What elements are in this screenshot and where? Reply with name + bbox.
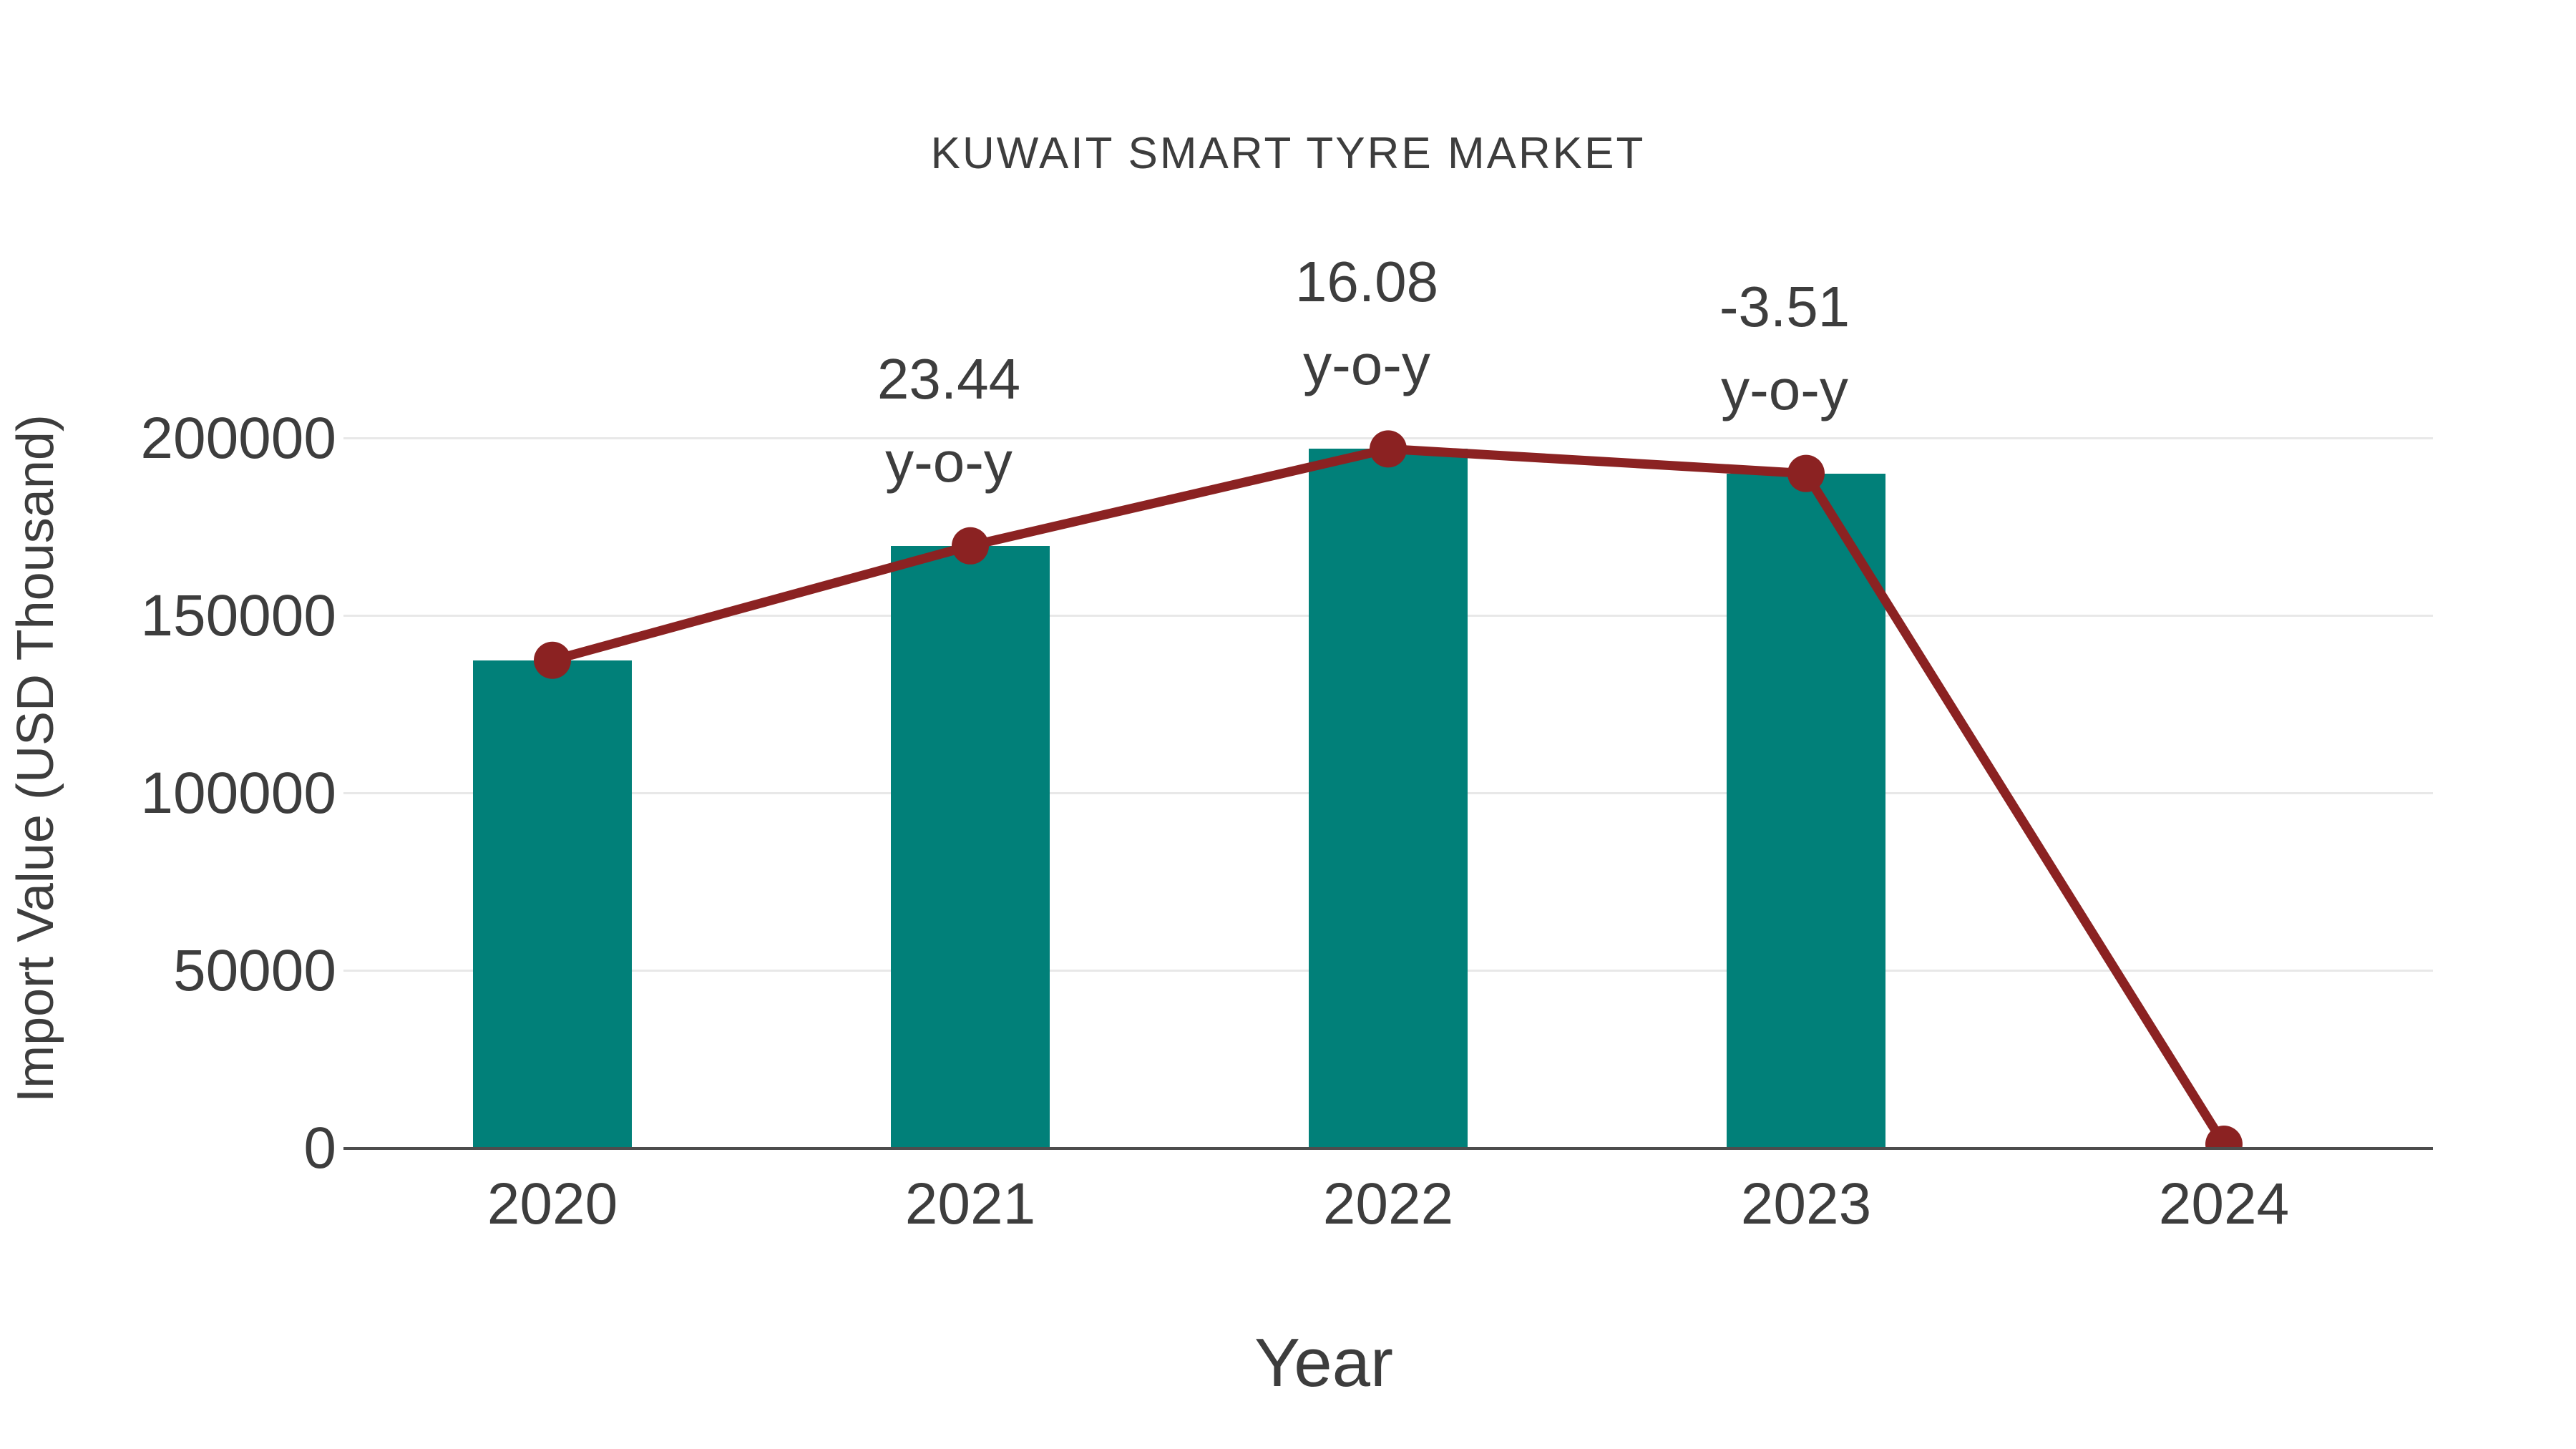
trend-line (547, 444, 2229, 1148)
data-point-2023 (1787, 454, 1825, 492)
data-point-2021 (952, 527, 989, 565)
bar-2020 (473, 660, 632, 1148)
annotation-value: -3.51 (1719, 274, 1850, 338)
data-point-2020 (534, 641, 571, 679)
y-tick-label-150000: 150000 (140, 582, 336, 648)
annotation-unit: y-o-y (1721, 357, 1848, 421)
bar-2023 (1727, 473, 1885, 1148)
y-tick-label-0: 0 (303, 1116, 336, 1181)
x-tick-label-2022: 2022 (1322, 1171, 1454, 1236)
x-tick-label-2024: 2024 (2158, 1171, 2290, 1236)
chart-title: KUWAIT SMART TYRE MARKET (930, 129, 1646, 178)
plot-area (343, 215, 2433, 1148)
x-axis-line (343, 1147, 2433, 1150)
x-tick-label-2021: 2021 (904, 1171, 1036, 1236)
y-tick-label-200000: 200000 (140, 405, 336, 471)
annotation-unit: y-o-y (1303, 333, 1430, 397)
annotation-unit: y-o-y (885, 429, 1013, 494)
x-axis-title: Year (1254, 1324, 1393, 1401)
annotation-value: 16.08 (1294, 250, 1439, 314)
annotation-2022: 16.08 y-o-y (1152, 240, 1581, 406)
bar-2021 (891, 545, 1050, 1148)
y-tick-label-50000: 50000 (172, 937, 336, 1003)
y-tick-label-100000: 100000 (140, 760, 336, 826)
x-tick-label-2023: 2023 (1740, 1171, 1872, 1236)
trend-line-chart (534, 430, 2243, 1148)
annotation-2023: -3.51 y-o-y (1570, 265, 1999, 431)
x-tick-label-2020: 2020 (487, 1171, 618, 1236)
data-point-2022 (1370, 430, 1407, 468)
annotation-2021: 23.44 y-o-y (734, 338, 1163, 504)
bar-2022 (1309, 449, 1468, 1148)
data-point-2024 (2205, 1126, 2243, 1148)
annotation-value: 23.44 (877, 346, 1021, 411)
